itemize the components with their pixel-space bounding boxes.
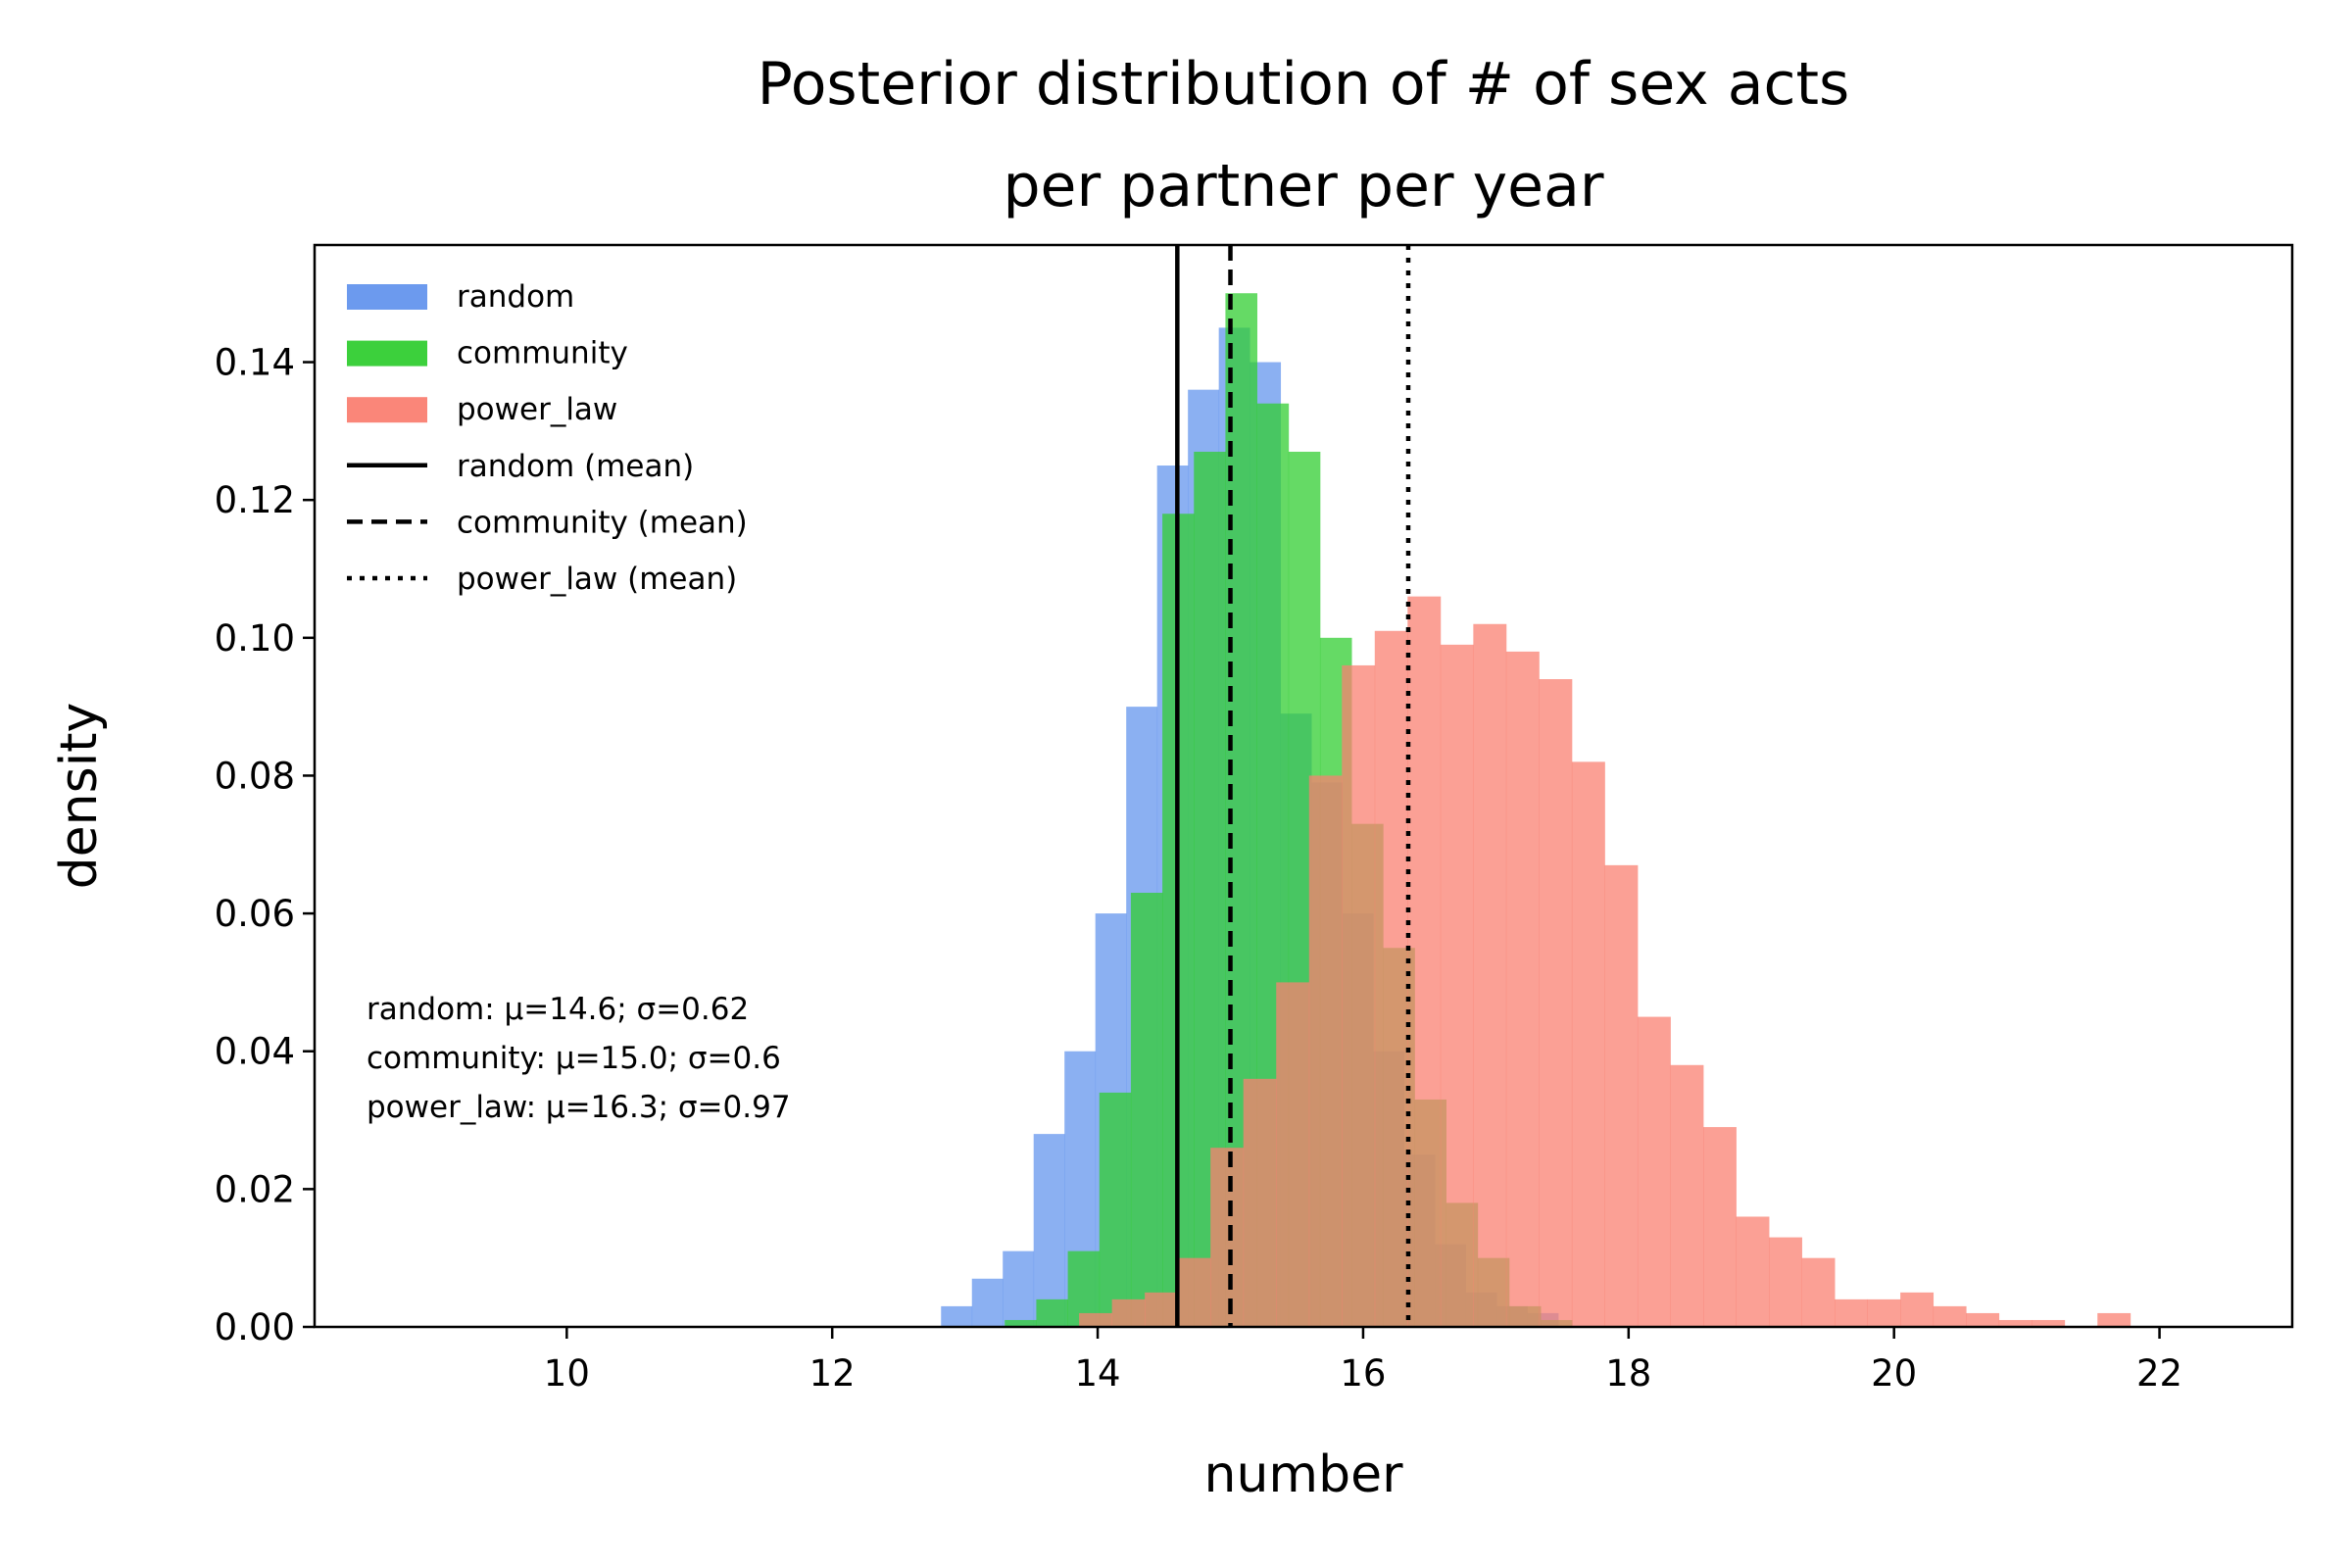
bar-power_law-19 (1703, 1127, 1737, 1327)
bar-power_law-17 (1637, 1016, 1671, 1327)
bar-power_law-0 (1079, 1312, 1113, 1327)
legend-label-mean-2: power_law (mean) (457, 562, 737, 597)
bar-random-2 (1003, 1250, 1035, 1327)
mean-lines (1175, 245, 1411, 1327)
bar-community-1 (1036, 1298, 1069, 1327)
bar-random-1 (971, 1278, 1004, 1327)
y-tick-label: 0.06 (215, 893, 295, 935)
legend-label-mean-1: community (mean) (457, 505, 748, 540)
bar-power_law-18 (1670, 1064, 1704, 1327)
chart-title-line1: Posterior distribution of # of sex acts (758, 50, 1850, 119)
chart-title-line2: per partner per year (1003, 152, 1603, 220)
bar-power_law-15 (1571, 761, 1605, 1327)
bar-power_law-5 (1243, 1078, 1277, 1327)
bar-power_law-24 (1867, 1298, 1901, 1327)
x-tick-label: 14 (1075, 1352, 1121, 1395)
stats-line-0: random: μ=14.6; σ=0.62 (367, 992, 749, 1027)
y-tick-label: 0.12 (215, 479, 295, 521)
x-axis-label: number (1204, 1446, 1404, 1504)
y-tick-label: 0.10 (215, 617, 295, 660)
x-tick-label: 12 (809, 1352, 856, 1395)
bar-random-3 (1033, 1134, 1065, 1327)
legend-label-power_law: power_law (457, 392, 617, 427)
bar-power_law-12 (1473, 623, 1507, 1327)
stats-line-2: power_law: μ=16.3; σ=0.97 (367, 1090, 791, 1125)
bar-power_law-10 (1407, 596, 1442, 1327)
y-axis-label: density (50, 703, 109, 890)
bar-community-4 (1130, 892, 1163, 1327)
bar-power_law-8 (1342, 664, 1376, 1327)
stats-line-1: community: μ=15.0; σ=0.6 (367, 1041, 781, 1076)
y-tick-label: 0.04 (215, 1031, 295, 1073)
legend-swatch-power_law (347, 397, 427, 423)
legend-swatch-community (347, 340, 427, 367)
bar-power_law-14 (1539, 679, 1573, 1327)
stats-annotation: random: μ=14.6; σ=0.62 community: μ=15.0;… (367, 992, 791, 1125)
bar-power_law-27 (1966, 1312, 2000, 1327)
bar-community-0 (1004, 1319, 1037, 1327)
bar-power_law-22 (1801, 1257, 1836, 1327)
bar-random-0 (941, 1305, 973, 1327)
x-tick-label: 18 (1605, 1352, 1651, 1395)
bar-power_law-16 (1604, 864, 1639, 1327)
x-tick-label: 22 (2136, 1352, 2182, 1395)
histogram-bars (941, 293, 2132, 1328)
bar-power_law-6 (1276, 982, 1310, 1327)
bar-power_law-31 (2097, 1312, 2132, 1327)
y-axis-ticks: 0.00 0.02 0.04 0.06 0.08 0.10 0.12 0.14 (215, 342, 315, 1348)
x-tick-label: 16 (1340, 1352, 1386, 1395)
bar-power_law-28 (1998, 1319, 2033, 1327)
bar-power_law-20 (1736, 1216, 1770, 1327)
x-tick-label: 10 (544, 1352, 590, 1395)
bar-power_law-13 (1505, 651, 1540, 1327)
y-tick-label: 0.00 (215, 1306, 295, 1348)
bar-power_law-29 (2032, 1319, 2066, 1327)
legend-label-community: community (457, 336, 628, 371)
y-tick-label: 0.08 (215, 755, 295, 797)
bar-power_law-25 (1900, 1292, 1935, 1327)
legend-label-mean-0: random (mean) (457, 449, 694, 484)
bar-power_law-2 (1145, 1292, 1179, 1327)
bar-power_law-1 (1111, 1298, 1146, 1327)
x-tick-label: 20 (1871, 1352, 1917, 1395)
plot-frame (313, 243, 2294, 1329)
x-axis-ticks: 10 12 14 16 18 20 22 (544, 1327, 2182, 1395)
bar-power_law-4 (1210, 1148, 1245, 1327)
bar-power_law-11 (1440, 644, 1474, 1327)
bar-community-3 (1099, 1092, 1132, 1327)
bar-power_law-9 (1374, 630, 1408, 1327)
legend-swatch-random (347, 284, 427, 310)
y-tick-label: 0.14 (215, 342, 295, 384)
bar-power_law-3 (1177, 1257, 1211, 1327)
bar-power_law-26 (1933, 1305, 1967, 1327)
legend-label-random: random (457, 279, 574, 315)
y-tick-label: 0.02 (215, 1168, 295, 1210)
bar-power_law-7 (1308, 775, 1343, 1327)
bar-power_law-23 (1835, 1298, 1869, 1327)
bar-power_law-21 (1769, 1237, 1802, 1327)
